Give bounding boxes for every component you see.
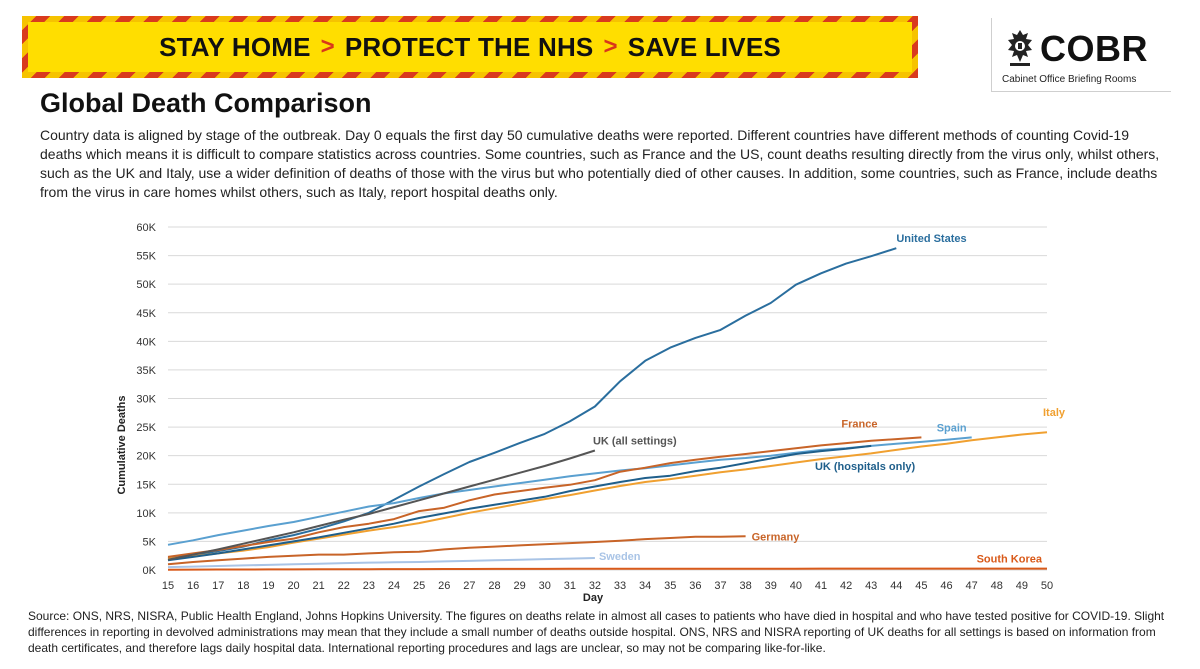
slogan-text: STAY HOME > PROTECT THE NHS > SAVE LIVES — [28, 22, 912, 72]
series-label-sweden: Sweden — [599, 551, 641, 563]
slogan-banner: STAY HOME > PROTECT THE NHS > SAVE LIVES — [22, 16, 918, 78]
series-label-uk-hospitals-only: UK (hospitals only) — [815, 461, 916, 473]
x-tick-label: 42 — [840, 580, 852, 592]
x-tick-label: 50 — [1041, 580, 1053, 592]
x-tick-label: 33 — [614, 580, 626, 592]
logo-name: COBR — [1040, 28, 1148, 69]
x-tick-label: 40 — [790, 580, 802, 592]
series-label-uk-all-settings: UK (all settings) — [593, 436, 677, 448]
y-tick-label: 40K — [136, 336, 156, 348]
slogan-separator: > — [603, 33, 618, 60]
y-tick-label: 15K — [136, 479, 156, 491]
x-tick-label: 45 — [915, 580, 927, 592]
x-tick-label: 41 — [815, 580, 827, 592]
y-tick-label: 60K — [136, 222, 156, 234]
x-tick-label: 24 — [388, 580, 400, 592]
x-tick-label: 32 — [589, 580, 601, 592]
x-tick-label: 30 — [539, 580, 551, 592]
series-label-italy: Italy — [1043, 407, 1066, 419]
x-tick-label: 16 — [187, 580, 199, 592]
x-tick-label: 35 — [664, 580, 676, 592]
x-tick-label: 36 — [689, 580, 701, 592]
series-line-sweden — [167, 557, 595, 569]
x-tick-label: 25 — [413, 580, 425, 592]
x-tick-label: 31 — [564, 580, 576, 592]
series-label-france: France — [841, 418, 877, 430]
x-tick-label: 39 — [765, 580, 777, 592]
page-title: Global Death Comparison — [40, 88, 372, 118]
chart-series — [167, 247, 1048, 571]
x-tick-label: 47 — [966, 580, 978, 592]
x-tick-label: 18 — [237, 580, 249, 592]
series-line-uk-all-settings — [167, 449, 596, 561]
y-tick-label: 5K — [143, 536, 157, 548]
y-tick-label: 10K — [136, 508, 156, 520]
series-line-italy — [167, 431, 1048, 560]
y-tick-label: 20K — [136, 451, 156, 463]
y-axis-label: Cumulative Deaths — [116, 395, 128, 494]
series-line-south-korea — [167, 567, 1047, 571]
y-tick-label: 55K — [136, 251, 156, 263]
series-label-south-korea: South Korea — [977, 554, 1043, 566]
x-tick-label: 38 — [740, 580, 752, 592]
x-tick-label: 21 — [313, 580, 325, 592]
x-axis-label: Day — [583, 592, 604, 604]
y-axis-ticks: 0K 5K 10K 15K 20K 25K 30K 35K 40K 45K 50K 55K 60K — [136, 222, 156, 577]
royal-crest-icon — [1008, 30, 1032, 66]
x-tick-label: 48 — [991, 580, 1003, 592]
x-tick-label: 19 — [262, 580, 274, 592]
slogan-part-save-lives: SAVE LIVES — [627, 31, 781, 62]
x-tick-label: 22 — [338, 580, 350, 592]
y-tick-label: 0K — [143, 565, 157, 577]
x-tick-label: 37 — [714, 580, 726, 592]
x-tick-label: 49 — [1016, 580, 1028, 592]
x-tick-label: 17 — [212, 580, 224, 592]
x-tick-label: 28 — [488, 580, 500, 592]
slogan-part-stay-home: STAY HOME — [159, 31, 311, 62]
x-tick-label: 15 — [162, 580, 174, 592]
series-line-uk-hospitals-only — [167, 444, 872, 562]
y-tick-label: 30K — [136, 394, 156, 406]
logo-subtitle: Cabinet Office Briefing Rooms — [1002, 74, 1137, 85]
y-tick-label: 25K — [136, 422, 156, 434]
y-tick-label: 45K — [136, 308, 156, 320]
x-tick-label: 27 — [463, 580, 475, 592]
x-axis-ticks: 15 16 17 18 19 20 21 22 23 24 25 26 27 28 29 30 31 32 33 34… — [162, 580, 1053, 592]
x-tick-label: 29 — [513, 580, 525, 592]
x-tick-label: 44 — [890, 580, 902, 592]
series-label-germany: Germany — [752, 531, 801, 543]
series-label-spain: Spain — [937, 422, 967, 434]
intro-paragraph: Country data is aligned by stage of the … — [40, 127, 1160, 200]
slogan-part-protect-nhs: PROTECT THE NHS — [344, 31, 594, 62]
slogan-separator: > — [320, 33, 335, 60]
cobr-logo: COBR Cabinet Office Briefing Rooms — [991, 18, 1171, 92]
x-tick-label: 34 — [639, 580, 651, 592]
y-tick-label: 50K — [136, 279, 156, 291]
x-tick-label: 43 — [865, 580, 877, 592]
y-tick-label: 35K — [136, 365, 156, 377]
source-note: Source: ONS, NRS, NISRA, Public Health E… — [28, 609, 1165, 655]
death-comparison-chart: 0K 5K 10K 15K 20K 25K 30K 35K 40K 45K 50K 55K 60K 15… — [116, 222, 1066, 604]
series-label-united-states: United States — [896, 233, 966, 245]
x-tick-label: 26 — [438, 580, 450, 592]
x-tick-label: 23 — [363, 580, 375, 592]
series-labels: United States Spain Italy France UK (hospita… — [593, 233, 1066, 565]
series-line-germany — [167, 535, 746, 566]
x-tick-label: 46 — [940, 580, 952, 592]
series-line-united-states — [167, 247, 897, 559]
series-line-france — [167, 436, 922, 558]
chart-gridlines — [168, 226, 1047, 571]
x-tick-label: 20 — [287, 580, 299, 592]
